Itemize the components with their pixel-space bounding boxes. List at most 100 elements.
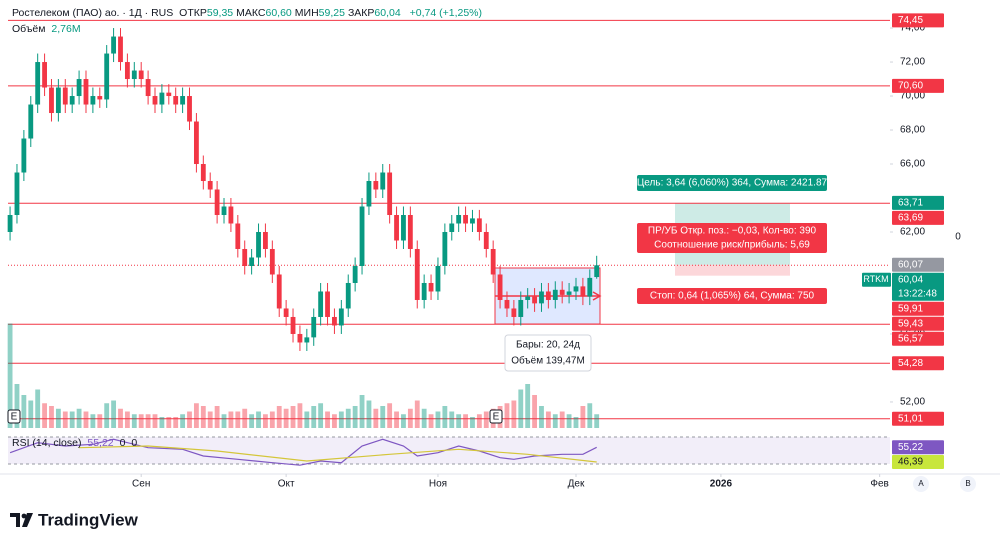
volume-bar xyxy=(118,408,123,428)
event-label: E xyxy=(11,412,18,423)
price-badge xyxy=(892,316,944,331)
price-badge xyxy=(892,272,944,301)
volume-bar xyxy=(263,414,268,428)
volume-bar xyxy=(311,406,317,428)
pnl-label: ПР/УБ Откр. поз.: −0,03, Кол-во: 390 xyxy=(648,226,817,237)
range-arrow-head xyxy=(592,291,602,301)
candle-body xyxy=(269,248,275,275)
volume-bar xyxy=(180,414,186,428)
price-badge-label: 59,43 xyxy=(898,318,923,329)
price-badge-label: 60,04 xyxy=(898,274,923,285)
candle-body xyxy=(283,308,289,317)
candle-body xyxy=(470,218,475,224)
pnl-label: Соотношение риск/прибыль: 5,69 xyxy=(654,239,810,251)
volume-bar xyxy=(83,411,89,428)
logo: TradingView xyxy=(10,510,139,529)
volume-bar xyxy=(14,384,20,428)
ticker-badge xyxy=(862,272,891,287)
price-badge-time: 13:22:48 xyxy=(898,288,937,299)
candle-body xyxy=(573,286,579,292)
volume-bar xyxy=(242,408,248,428)
candle-body xyxy=(118,36,123,63)
price-badge xyxy=(892,257,944,272)
candle-body xyxy=(552,289,558,300)
volume-bar xyxy=(276,406,282,428)
ohlc-fields: ОТКР59,35 МАКС60,60 МИН59,25 ЗАКР60,04 xyxy=(179,7,404,19)
x-tick-label: Фев xyxy=(870,479,888,490)
volume-bar xyxy=(511,400,517,428)
volume-bar xyxy=(290,406,296,428)
rsi-line xyxy=(9,438,597,466)
volume-bar xyxy=(187,411,192,428)
candle-body xyxy=(332,316,337,326)
volume-bar xyxy=(256,411,261,428)
control-button[interactable] xyxy=(913,476,929,492)
volume-bar xyxy=(193,403,199,428)
volume-bar xyxy=(456,414,462,428)
price-badge xyxy=(892,301,944,316)
price-badge xyxy=(892,411,944,426)
volume-bar xyxy=(90,414,96,428)
price-badge-label: 63,69 xyxy=(898,213,923,224)
candle-body xyxy=(35,62,41,105)
candle-body xyxy=(138,70,144,80)
candle-body xyxy=(525,296,531,300)
candle-body xyxy=(311,316,317,338)
rsi-badge xyxy=(892,440,944,455)
control-label: A xyxy=(918,479,924,488)
volume-bar xyxy=(131,414,137,428)
volume-header: Объём 2,76M xyxy=(12,23,84,35)
price-badge-label: 54,28 xyxy=(898,358,923,369)
candle-body xyxy=(380,172,386,190)
volume-bar xyxy=(359,395,365,428)
volume-bar xyxy=(566,414,572,428)
volume-bar xyxy=(35,389,41,428)
volume-bar xyxy=(221,414,227,428)
volume-bar xyxy=(594,414,600,428)
volume-bar xyxy=(152,414,158,428)
volume-bar xyxy=(518,389,524,428)
candle-body xyxy=(497,274,503,300)
field-value: 59,25 xyxy=(318,7,345,19)
volume-bar xyxy=(318,403,324,428)
candle-body xyxy=(304,337,310,343)
ticker-label: RTKM xyxy=(863,274,888,284)
price-badge-label: 60,07 xyxy=(898,259,923,270)
x-tick-label: Сен xyxy=(132,479,150,490)
volume-bar xyxy=(476,414,482,428)
candle-body xyxy=(407,215,413,249)
candle-body xyxy=(145,79,151,97)
rsi-badge xyxy=(892,455,944,470)
volume-bar xyxy=(332,414,337,428)
volume-bar xyxy=(352,406,358,428)
volume-bar xyxy=(97,414,103,428)
candle-body xyxy=(483,231,489,249)
candle-body xyxy=(69,96,75,105)
volume-bar xyxy=(587,403,593,428)
volume-value: 2,76M xyxy=(51,23,81,35)
stop-label-box xyxy=(637,288,827,304)
logo-icon xyxy=(10,513,20,527)
volume-bar xyxy=(483,411,489,428)
candle-body xyxy=(414,248,420,300)
price-badge xyxy=(892,13,944,28)
volume-bar xyxy=(269,411,275,428)
y-tick-label: 66,00 xyxy=(900,159,925,170)
candle-body xyxy=(76,79,82,97)
logo-icon xyxy=(22,513,33,527)
volume-bar xyxy=(55,408,61,428)
volume-bar xyxy=(304,411,310,428)
volume-bar xyxy=(138,414,144,428)
volume-bar xyxy=(545,411,551,428)
volume-bar xyxy=(235,411,241,428)
volume-bar xyxy=(228,411,234,428)
candle-body xyxy=(256,231,261,258)
candle-body xyxy=(297,333,303,343)
candle-body xyxy=(352,265,358,283)
control-button[interactable] xyxy=(960,476,976,492)
volume-bar xyxy=(449,411,455,428)
volume-bar xyxy=(111,400,117,428)
volume-bar xyxy=(42,403,47,428)
candle-body xyxy=(518,299,524,317)
event-marker xyxy=(7,409,21,424)
